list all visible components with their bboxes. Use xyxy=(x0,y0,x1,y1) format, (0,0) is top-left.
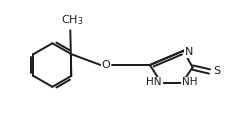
Text: HN: HN xyxy=(146,77,162,87)
Text: S: S xyxy=(213,66,221,76)
Text: N: N xyxy=(185,47,193,57)
Text: NH: NH xyxy=(182,77,197,87)
Text: CH$_3$: CH$_3$ xyxy=(61,14,84,27)
Text: O: O xyxy=(102,60,110,70)
